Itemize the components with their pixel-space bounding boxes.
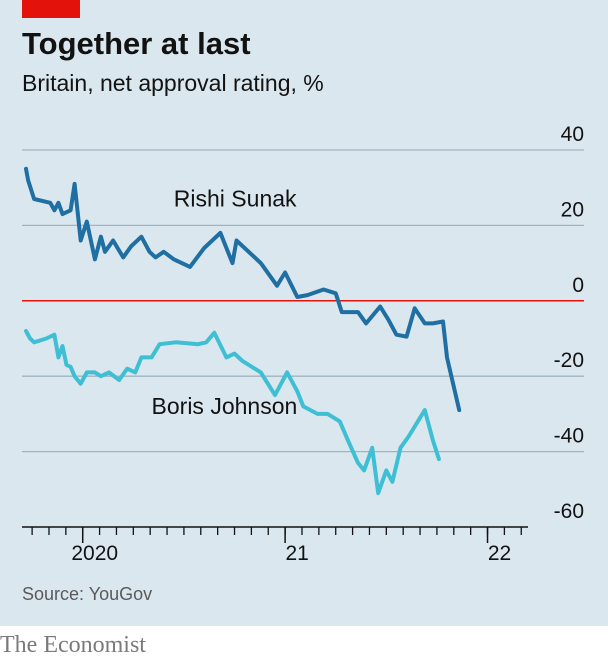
chart-title: Together at last — [22, 26, 251, 61]
series-line-boris-johnson — [24, 329, 441, 496]
x-tick-label: 2020 — [71, 542, 118, 565]
chart-card: Together at last Britain, net approval r… — [0, 0, 608, 626]
y-tick-label: 0 — [572, 274, 584, 297]
source-note: Source: YouGov — [22, 584, 153, 604]
line-chart: 40 20 0 -20 -40 -60 2020 21 22 Rishi Sunak Boris J… — [22, 123, 584, 565]
series-label: Rishi Sunak — [174, 186, 297, 212]
series-label: Boris Johnson — [152, 393, 298, 419]
brand-accent-bar — [22, 0, 80, 18]
x-tick-label: 21 — [285, 542, 308, 565]
publisher-logo: The Economist — [0, 632, 146, 658]
chart-subtitle: Britain, net approval rating, % — [22, 70, 324, 96]
y-tick-label: 40 — [561, 123, 584, 146]
series-line-rishi-sunak — [24, 166, 462, 413]
y-tick-label: -40 — [554, 425, 584, 448]
y-tick-label: -60 — [554, 500, 584, 523]
y-tick-label: 20 — [561, 198, 584, 221]
x-tick-label: 22 — [488, 542, 511, 565]
y-tick-label: -20 — [554, 349, 584, 372]
